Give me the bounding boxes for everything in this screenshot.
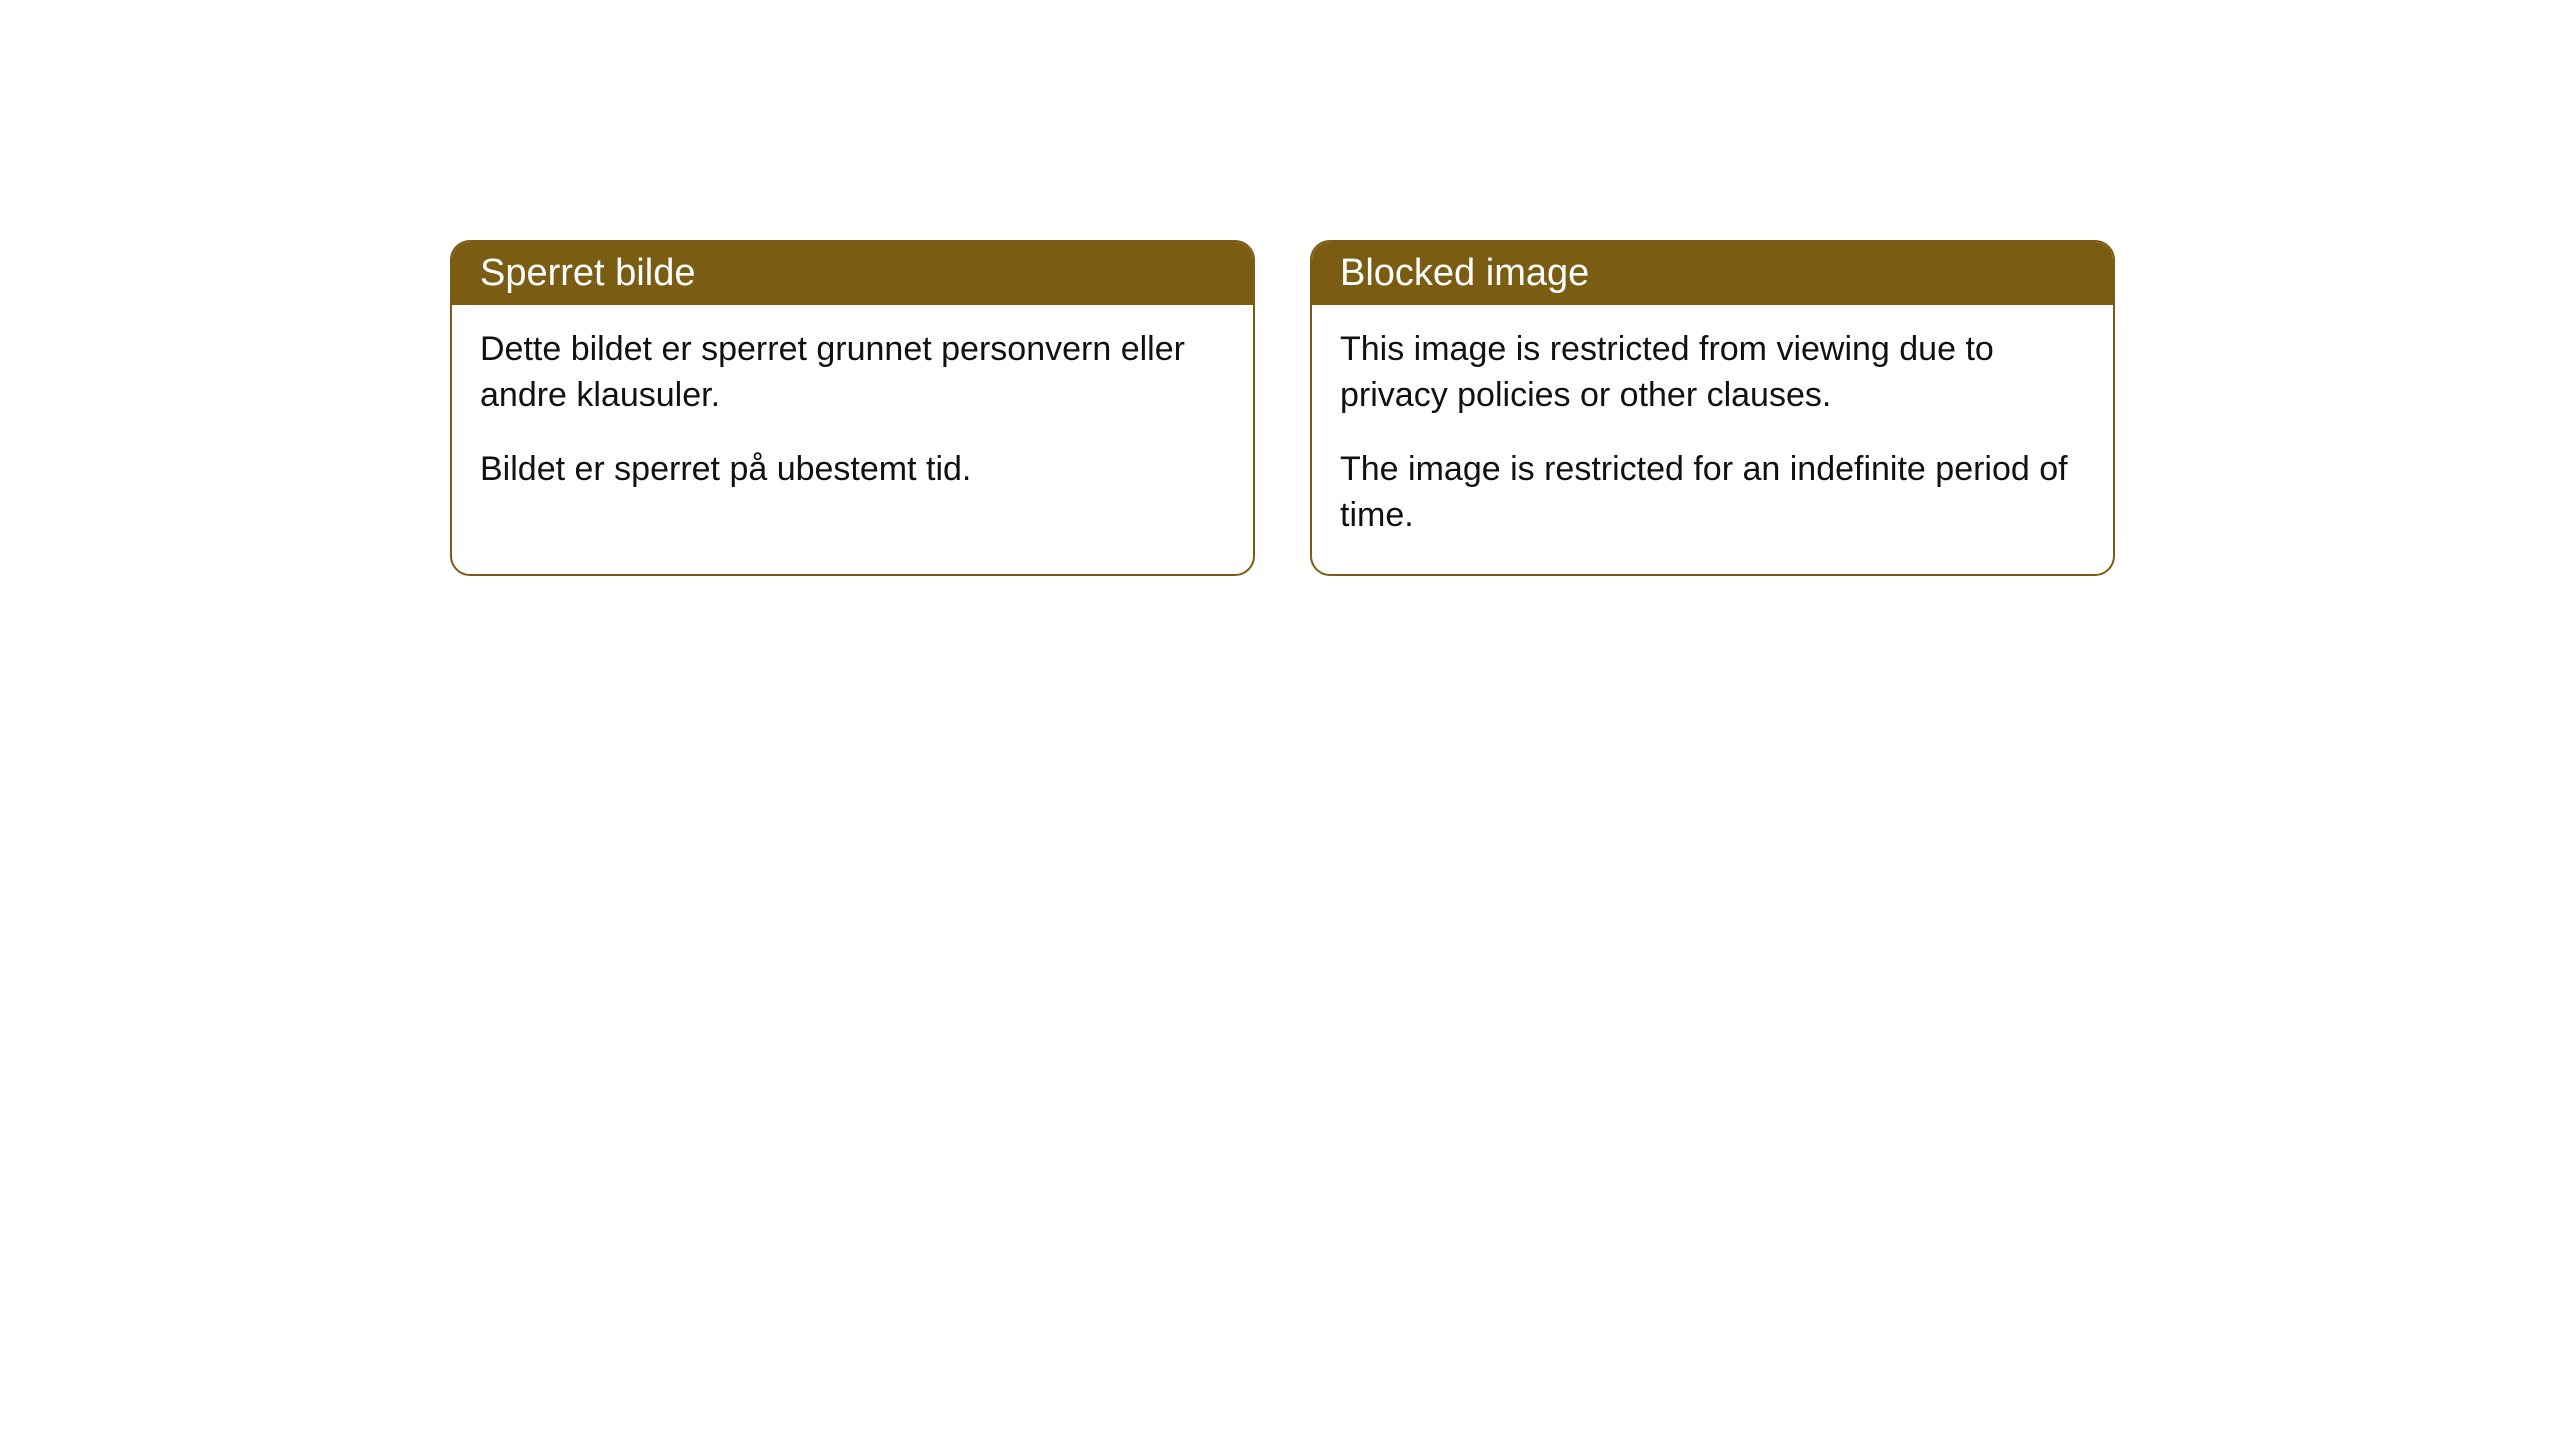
card-body: Dette bildet er sperret grunnet personve… bbox=[452, 305, 1253, 528]
notice-cards-container: Sperret bilde Dette bildet er sperret gr… bbox=[450, 240, 2560, 576]
card-paragraph: Dette bildet er sperret grunnet personve… bbox=[480, 327, 1225, 419]
blocked-image-card-norwegian: Sperret bilde Dette bildet er sperret gr… bbox=[450, 240, 1255, 576]
card-paragraph: Bildet er sperret på ubestemt tid. bbox=[480, 447, 1225, 493]
blocked-image-card-english: Blocked image This image is restricted f… bbox=[1310, 240, 2115, 576]
card-paragraph: This image is restricted from viewing du… bbox=[1340, 327, 2085, 419]
card-title: Sperret bilde bbox=[480, 252, 695, 294]
card-header: Blocked image bbox=[1312, 242, 2113, 305]
card-body: This image is restricted from viewing du… bbox=[1312, 305, 2113, 574]
card-paragraph: The image is restricted for an indefinit… bbox=[1340, 447, 2085, 539]
card-header: Sperret bilde bbox=[452, 242, 1253, 305]
card-title: Blocked image bbox=[1340, 252, 1589, 294]
